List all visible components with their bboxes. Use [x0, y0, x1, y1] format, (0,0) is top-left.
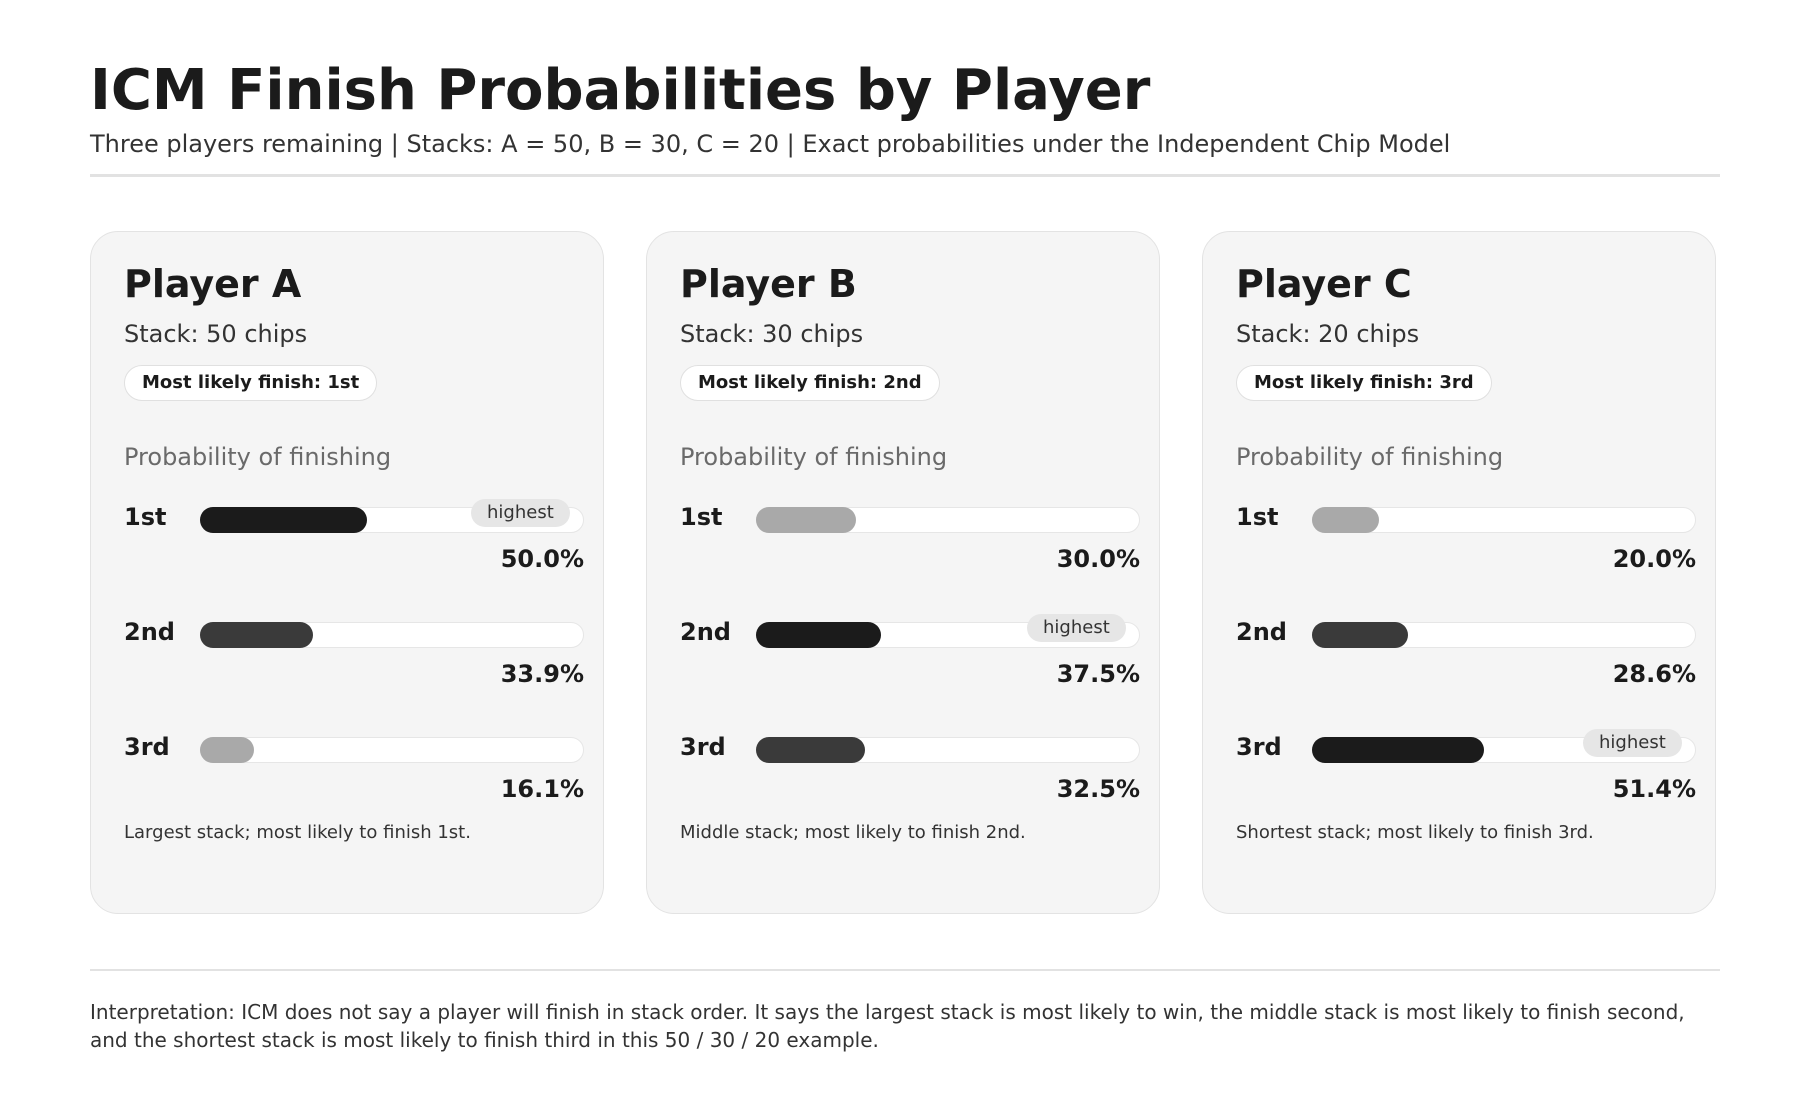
player-stack: Stack: 50 chips [124, 320, 308, 348]
place-label: 3rd [1236, 733, 1282, 761]
probability-bar [756, 507, 857, 533]
player-card-a: Player A Stack: 50 chips Most likely fin… [90, 231, 604, 914]
probability-value: 37.5% [1056, 660, 1140, 688]
finish-row-2nd: 2nd 33.9% [124, 618, 584, 702]
footer-divider [90, 969, 1720, 971]
probability-value: 20.0% [1612, 545, 1696, 573]
place-label: 3rd [680, 733, 726, 761]
finish-row-2nd: 2nd 28.6% [1236, 618, 1696, 702]
probability-value: 30.0% [1056, 545, 1140, 573]
most-likely-finish-badge: Most likely finish: 2nd [680, 365, 940, 401]
finish-row-1st: 1st 30.0% [680, 503, 1140, 587]
probability-label: Probability of finishing [124, 443, 392, 471]
most-likely-finish-badge: Most likely finish: 3rd [1236, 365, 1492, 401]
place-label: 3rd [124, 733, 170, 761]
probability-value: 32.5% [1056, 775, 1140, 803]
player-stack: Stack: 30 chips [680, 320, 864, 348]
finish-row-3rd: 3rd 51.4% highest [1236, 729, 1696, 817]
finish-row-1st: 1st 20.0% [1236, 503, 1696, 587]
place-label: 2nd [1236, 618, 1287, 646]
probability-bar [756, 622, 882, 648]
page-subtitle: Three players remaining | Stacks: A = 50… [90, 130, 1451, 158]
page-title: ICM Finish Probabilities by Player [90, 58, 1151, 123]
probability-value: 33.9% [500, 660, 584, 688]
probability-bar [200, 622, 314, 648]
player-name: Player B [680, 262, 857, 306]
probability-bar [200, 737, 254, 763]
finish-row-3rd: 3rd 32.5% [680, 733, 1140, 817]
probability-value: 50.0% [500, 545, 584, 573]
bar-track [200, 737, 584, 763]
probability-bar [1312, 737, 1484, 763]
probability-bar [756, 737, 865, 763]
player-cards: Player A Stack: 50 chips Most likely fin… [90, 231, 1720, 916]
player-name: Player A [124, 262, 302, 306]
probability-bar [1312, 622, 1408, 648]
player-card-c: Player C Stack: 20 chips Most likely fin… [1202, 231, 1716, 914]
most-likely-finish-badge: Most likely finish: 1st [124, 365, 378, 401]
place-label: 2nd [680, 618, 731, 646]
probability-label: Probability of finishing [1236, 443, 1504, 471]
finish-row-2nd: 2nd 37.5% highest [680, 614, 1140, 702]
interpretation-text: Interpretation: ICM does not say a playe… [90, 1000, 1685, 1052]
probability-bar [1312, 507, 1379, 533]
player-stack: Stack: 20 chips [1236, 320, 1420, 348]
probability-label: Probability of finishing [680, 443, 948, 471]
place-label: 1st [680, 503, 723, 531]
finish-row-3rd: 3rd 16.1% [124, 733, 584, 817]
probability-value: 16.1% [500, 775, 584, 803]
player-note: Largest stack; most likely to finish 1st… [124, 822, 471, 843]
place-label: 2nd [124, 618, 175, 646]
probability-bar [200, 507, 368, 533]
header-divider [90, 174, 1720, 177]
place-label: 1st [1236, 503, 1279, 531]
player-note: Shortest stack; most likely to finish 3r… [1236, 822, 1594, 843]
player-name: Player C [1236, 262, 1412, 306]
highest-badge: highest [1027, 614, 1126, 642]
highest-badge: highest [1583, 729, 1682, 757]
place-label: 1st [124, 503, 167, 531]
probability-value: 28.6% [1612, 660, 1696, 688]
finish-row-1st: 1st 50.0% highest [124, 499, 584, 587]
player-note: Middle stack; most likely to finish 2nd. [680, 822, 1026, 843]
player-card-b: Player B Stack: 30 chips Most likely fin… [646, 231, 1160, 914]
probability-value: 51.4% [1612, 775, 1696, 803]
highest-badge: highest [471, 499, 570, 527]
